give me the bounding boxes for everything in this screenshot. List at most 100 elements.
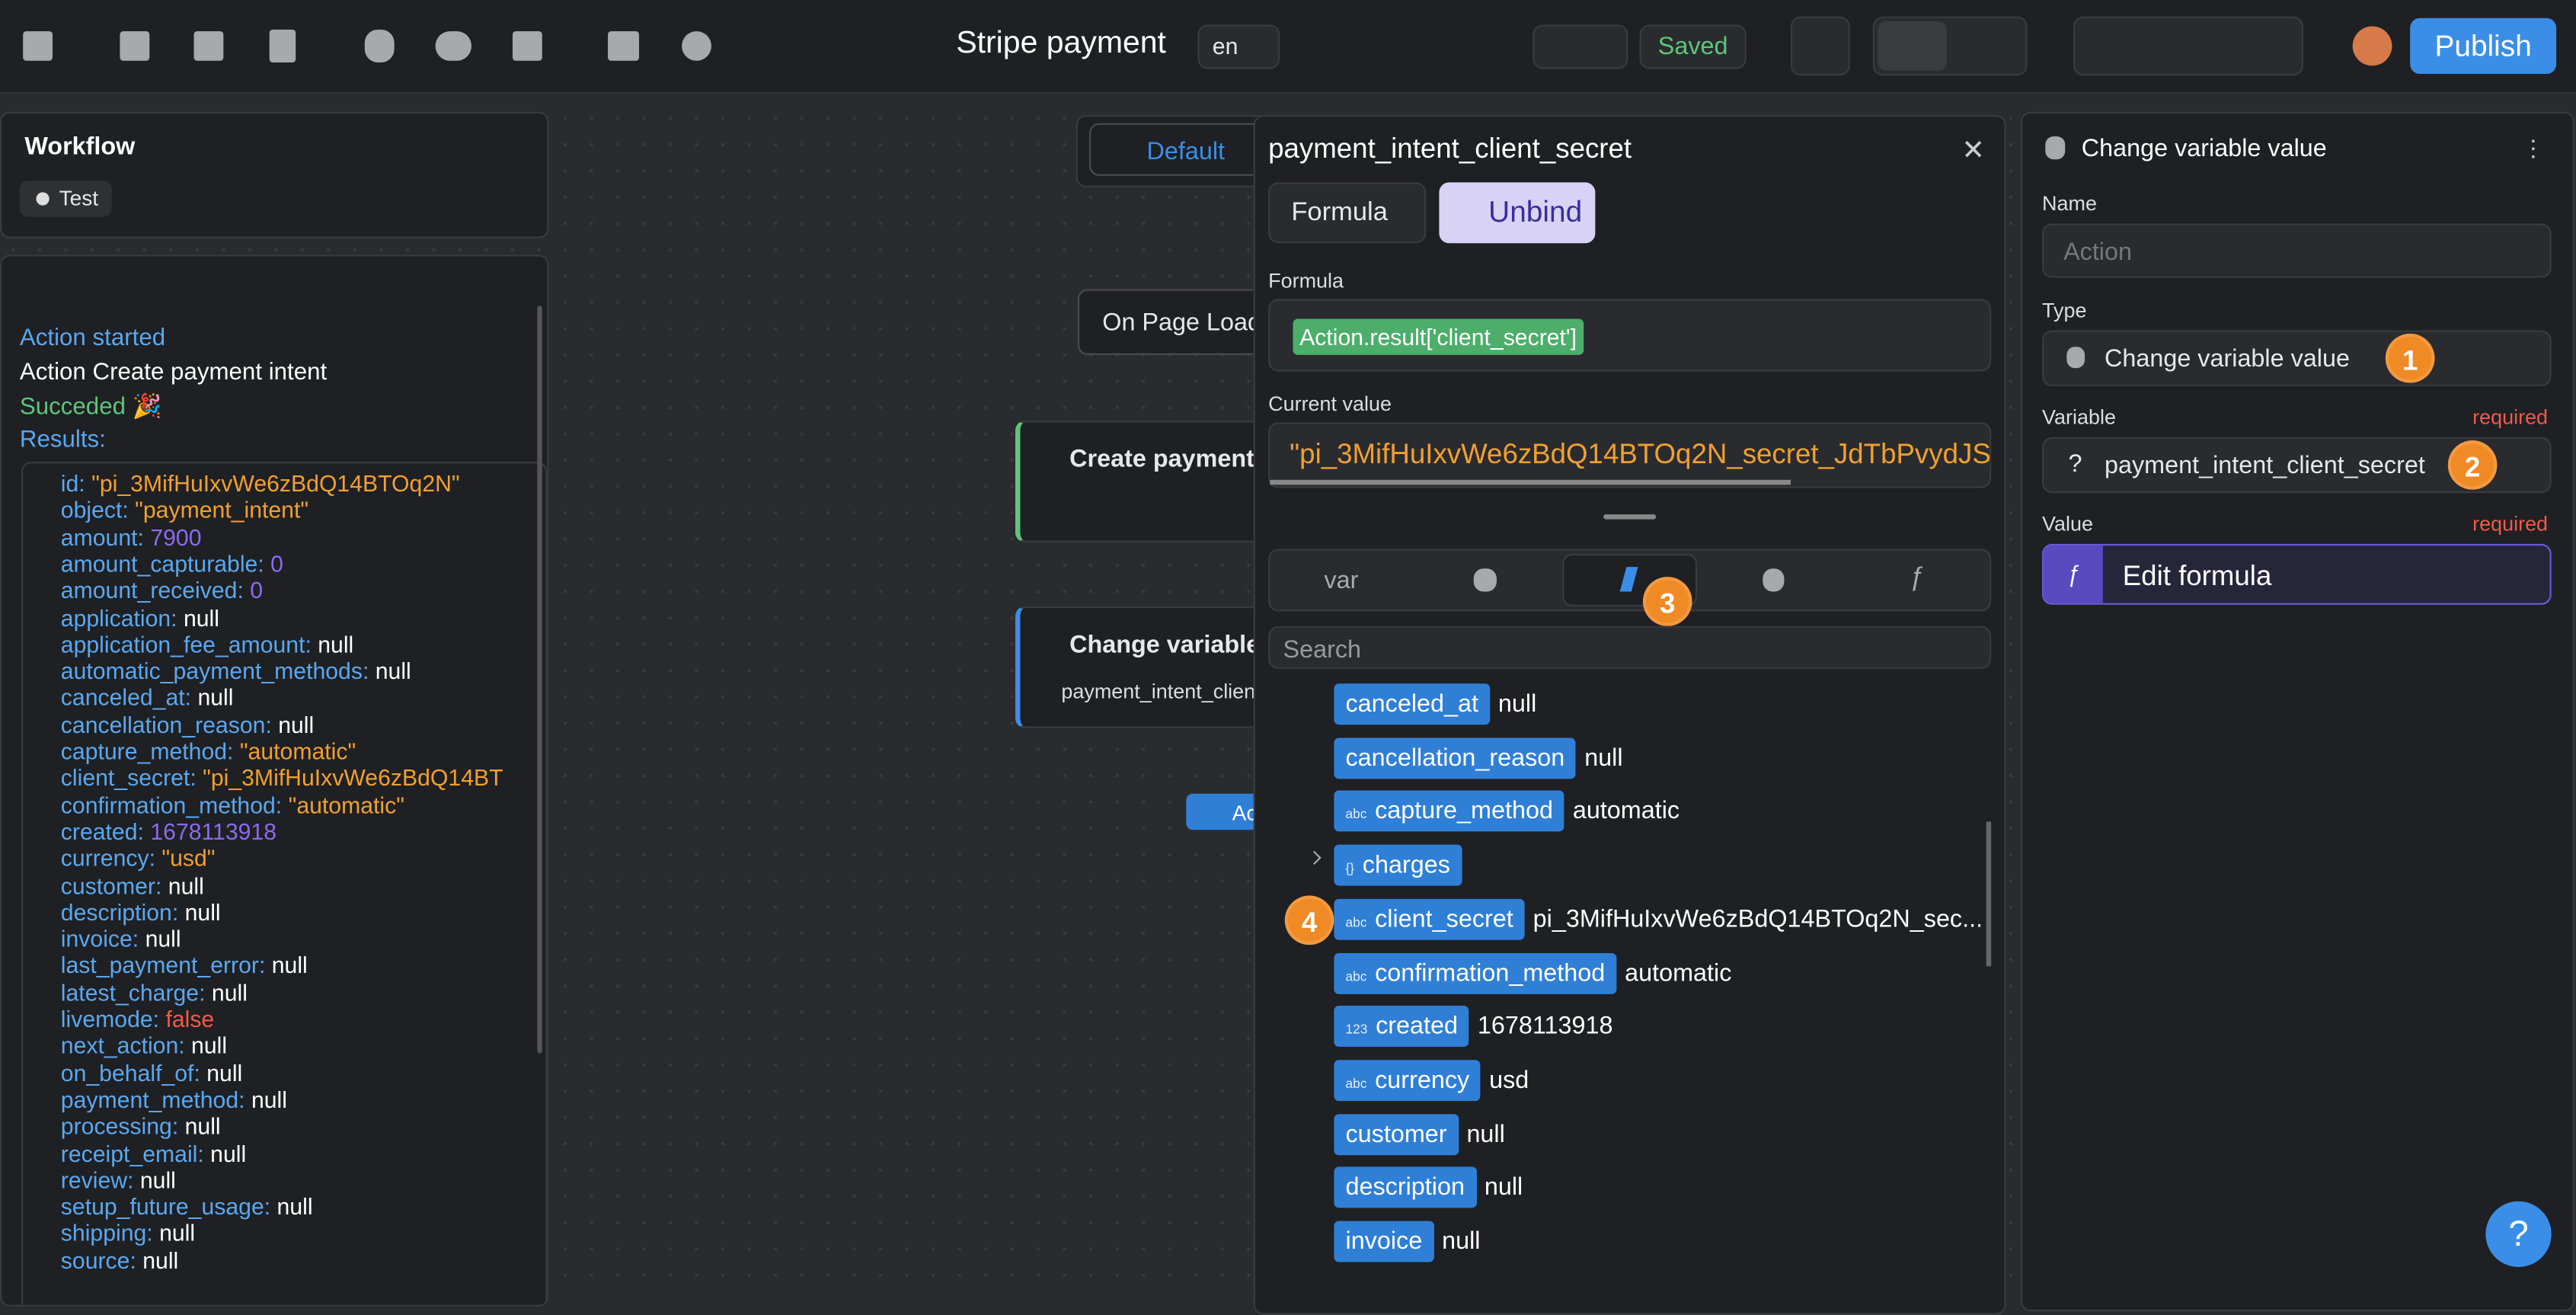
data-item[interactable]: customer null (1334, 1113, 1505, 1155)
result-row: setup_future_usage: null (61, 1193, 524, 1220)
edit-mode[interactable] (1878, 21, 1947, 71)
result-row: amount_received: 0 (61, 577, 524, 603)
create-payment-node[interactable]: Create payment (1015, 421, 1295, 542)
data-item[interactable]: cancellation_reason null (1334, 737, 1623, 779)
data-icon[interactable] (364, 29, 395, 62)
item-chip: {} charges (1334, 844, 1462, 886)
result-row: receipt_email: null (61, 1140, 524, 1166)
help-button[interactable]: ? (2485, 1201, 2552, 1267)
add-icon[interactable] (193, 30, 224, 61)
result-key: processing: (60, 1112, 179, 1140)
page-title: Stripe payment (956, 26, 1166, 61)
data-item[interactable]: canceled_at null (1334, 683, 1536, 725)
result-value: null (251, 1086, 287, 1112)
function-tab[interactable]: ƒ (1909, 563, 1924, 592)
db-tab[interactable] (1473, 568, 1497, 592)
result-value: null (278, 711, 315, 737)
search-field[interactable]: Search (1268, 626, 1992, 669)
value-label: Value (2042, 512, 2093, 536)
item-name: client_secret (1375, 905, 1513, 933)
item-value: pi_3MifHuIxvWe6zBdQ14BTOq2N_sec... (1532, 905, 1983, 933)
required-note: required (2472, 512, 2549, 536)
result-key: setup_future_usage: (60, 1193, 271, 1220)
user-tab[interactable] (1763, 568, 1785, 592)
item-chip: invoice (1334, 1221, 1434, 1262)
users-icon[interactable] (435, 30, 472, 61)
default-tab[interactable]: Default (1089, 123, 1270, 176)
value-formula[interactable]: Edit formula (2042, 543, 2552, 605)
result-key: application: (60, 603, 177, 631)
item-value: automatic (1572, 797, 1680, 826)
result-value: 0 (270, 550, 283, 577)
type-label: Type (2042, 299, 2087, 322)
result-row: processing: null (61, 1113, 524, 1140)
refresh-button[interactable] (1791, 16, 1850, 76)
log-line: Succeded 🎉 (19, 394, 162, 421)
type-icon: abc (1345, 914, 1367, 930)
close-icon[interactable]: ✕ (1961, 134, 1986, 166)
item-value: automatic (1625, 958, 1732, 987)
result-row: object: "payment_intent" (61, 497, 524, 523)
name-input[interactable]: Action (2042, 223, 2552, 278)
unbind-button[interactable]: Unbind (1439, 182, 1596, 244)
type-select[interactable]: Change variable value (2042, 330, 2552, 386)
data-item[interactable]: abc capture_method automatic (1334, 791, 1680, 833)
console-icon[interactable] (608, 30, 640, 61)
db-icon (2045, 136, 2066, 160)
mode-select[interactable]: Formula (1268, 182, 1427, 244)
result-value: null (197, 684, 234, 711)
more-icon[interactable]: ⋮ (2521, 134, 2546, 162)
item-chip: cancellation_reason (1334, 737, 1577, 779)
data-item[interactable]: {} charges (1334, 844, 1462, 886)
data-item[interactable]: description null (1334, 1167, 1523, 1208)
result-value: null (159, 1220, 196, 1246)
data-item[interactable]: abc client_secret pi_3MifHuIxvWe6zBdQ14BTO… (1334, 898, 1983, 940)
result-key: last_payment_error: (60, 952, 266, 979)
result-row: cancellation_reason: null (61, 711, 524, 737)
data-item[interactable]: 123 created 1678113918 (1334, 1006, 1613, 1048)
result-value: "automatic" (239, 737, 356, 764)
result-value: "usd" (161, 845, 216, 872)
plugin-icon[interactable] (512, 30, 542, 61)
item-name: description (1345, 1173, 1465, 1202)
page-icon[interactable] (269, 29, 296, 62)
step-badge: 1 (2385, 333, 2435, 383)
result-key: receipt_email: (60, 1139, 204, 1166)
result-key: on_behalf_of: (60, 1059, 200, 1086)
result-row: capture_method: "automatic" (61, 737, 524, 764)
data-item[interactable]: abc confirmation_method automatic (1334, 952, 1731, 993)
avatar[interactable] (2352, 26, 2392, 66)
result-row: application: null (61, 604, 524, 631)
result-value: 0 (250, 577, 264, 603)
result-key: application_fee_amount: (60, 630, 312, 658)
log-panel (0, 254, 549, 1307)
data-item[interactable]: invoice null (1334, 1221, 1481, 1262)
type-icon: {} (1345, 861, 1355, 876)
test-button[interactable]: Test (19, 181, 112, 217)
type-icon: abc (1345, 807, 1367, 823)
lang-select[interactable]: en (1197, 24, 1280, 69)
item-name: confirmation_method (1375, 958, 1606, 987)
change-variable-node[interactable]: Change variable (1015, 606, 1295, 728)
item-value: 1678113918 (1477, 1013, 1613, 1041)
result-key: next_action: (60, 1032, 185, 1059)
result-value: null (271, 952, 308, 979)
device-switch[interactable] (2073, 16, 2303, 76)
result-row: shipping: null (61, 1220, 524, 1246)
var-tab[interactable]: var (1324, 567, 1359, 595)
publish-button[interactable]: Publish (2410, 18, 2557, 75)
result-key: amount_received: (60, 577, 244, 603)
data-item[interactable]: abc currency usd (1334, 1059, 1529, 1101)
workflow-panel (0, 111, 549, 238)
tree-icon[interactable] (120, 30, 150, 61)
item-value: null (1584, 744, 1623, 773)
item-chip: description (1334, 1167, 1477, 1208)
result-key: object: (60, 497, 129, 523)
history-nav[interactable] (1532, 24, 1628, 69)
result-value: 7900 (150, 523, 202, 550)
resize-handle[interactable] (1603, 514, 1657, 520)
item-name: currency (1375, 1066, 1470, 1095)
menu-icon[interactable] (23, 30, 53, 61)
log-line: Results: (19, 426, 106, 453)
settings-icon[interactable] (682, 30, 711, 61)
